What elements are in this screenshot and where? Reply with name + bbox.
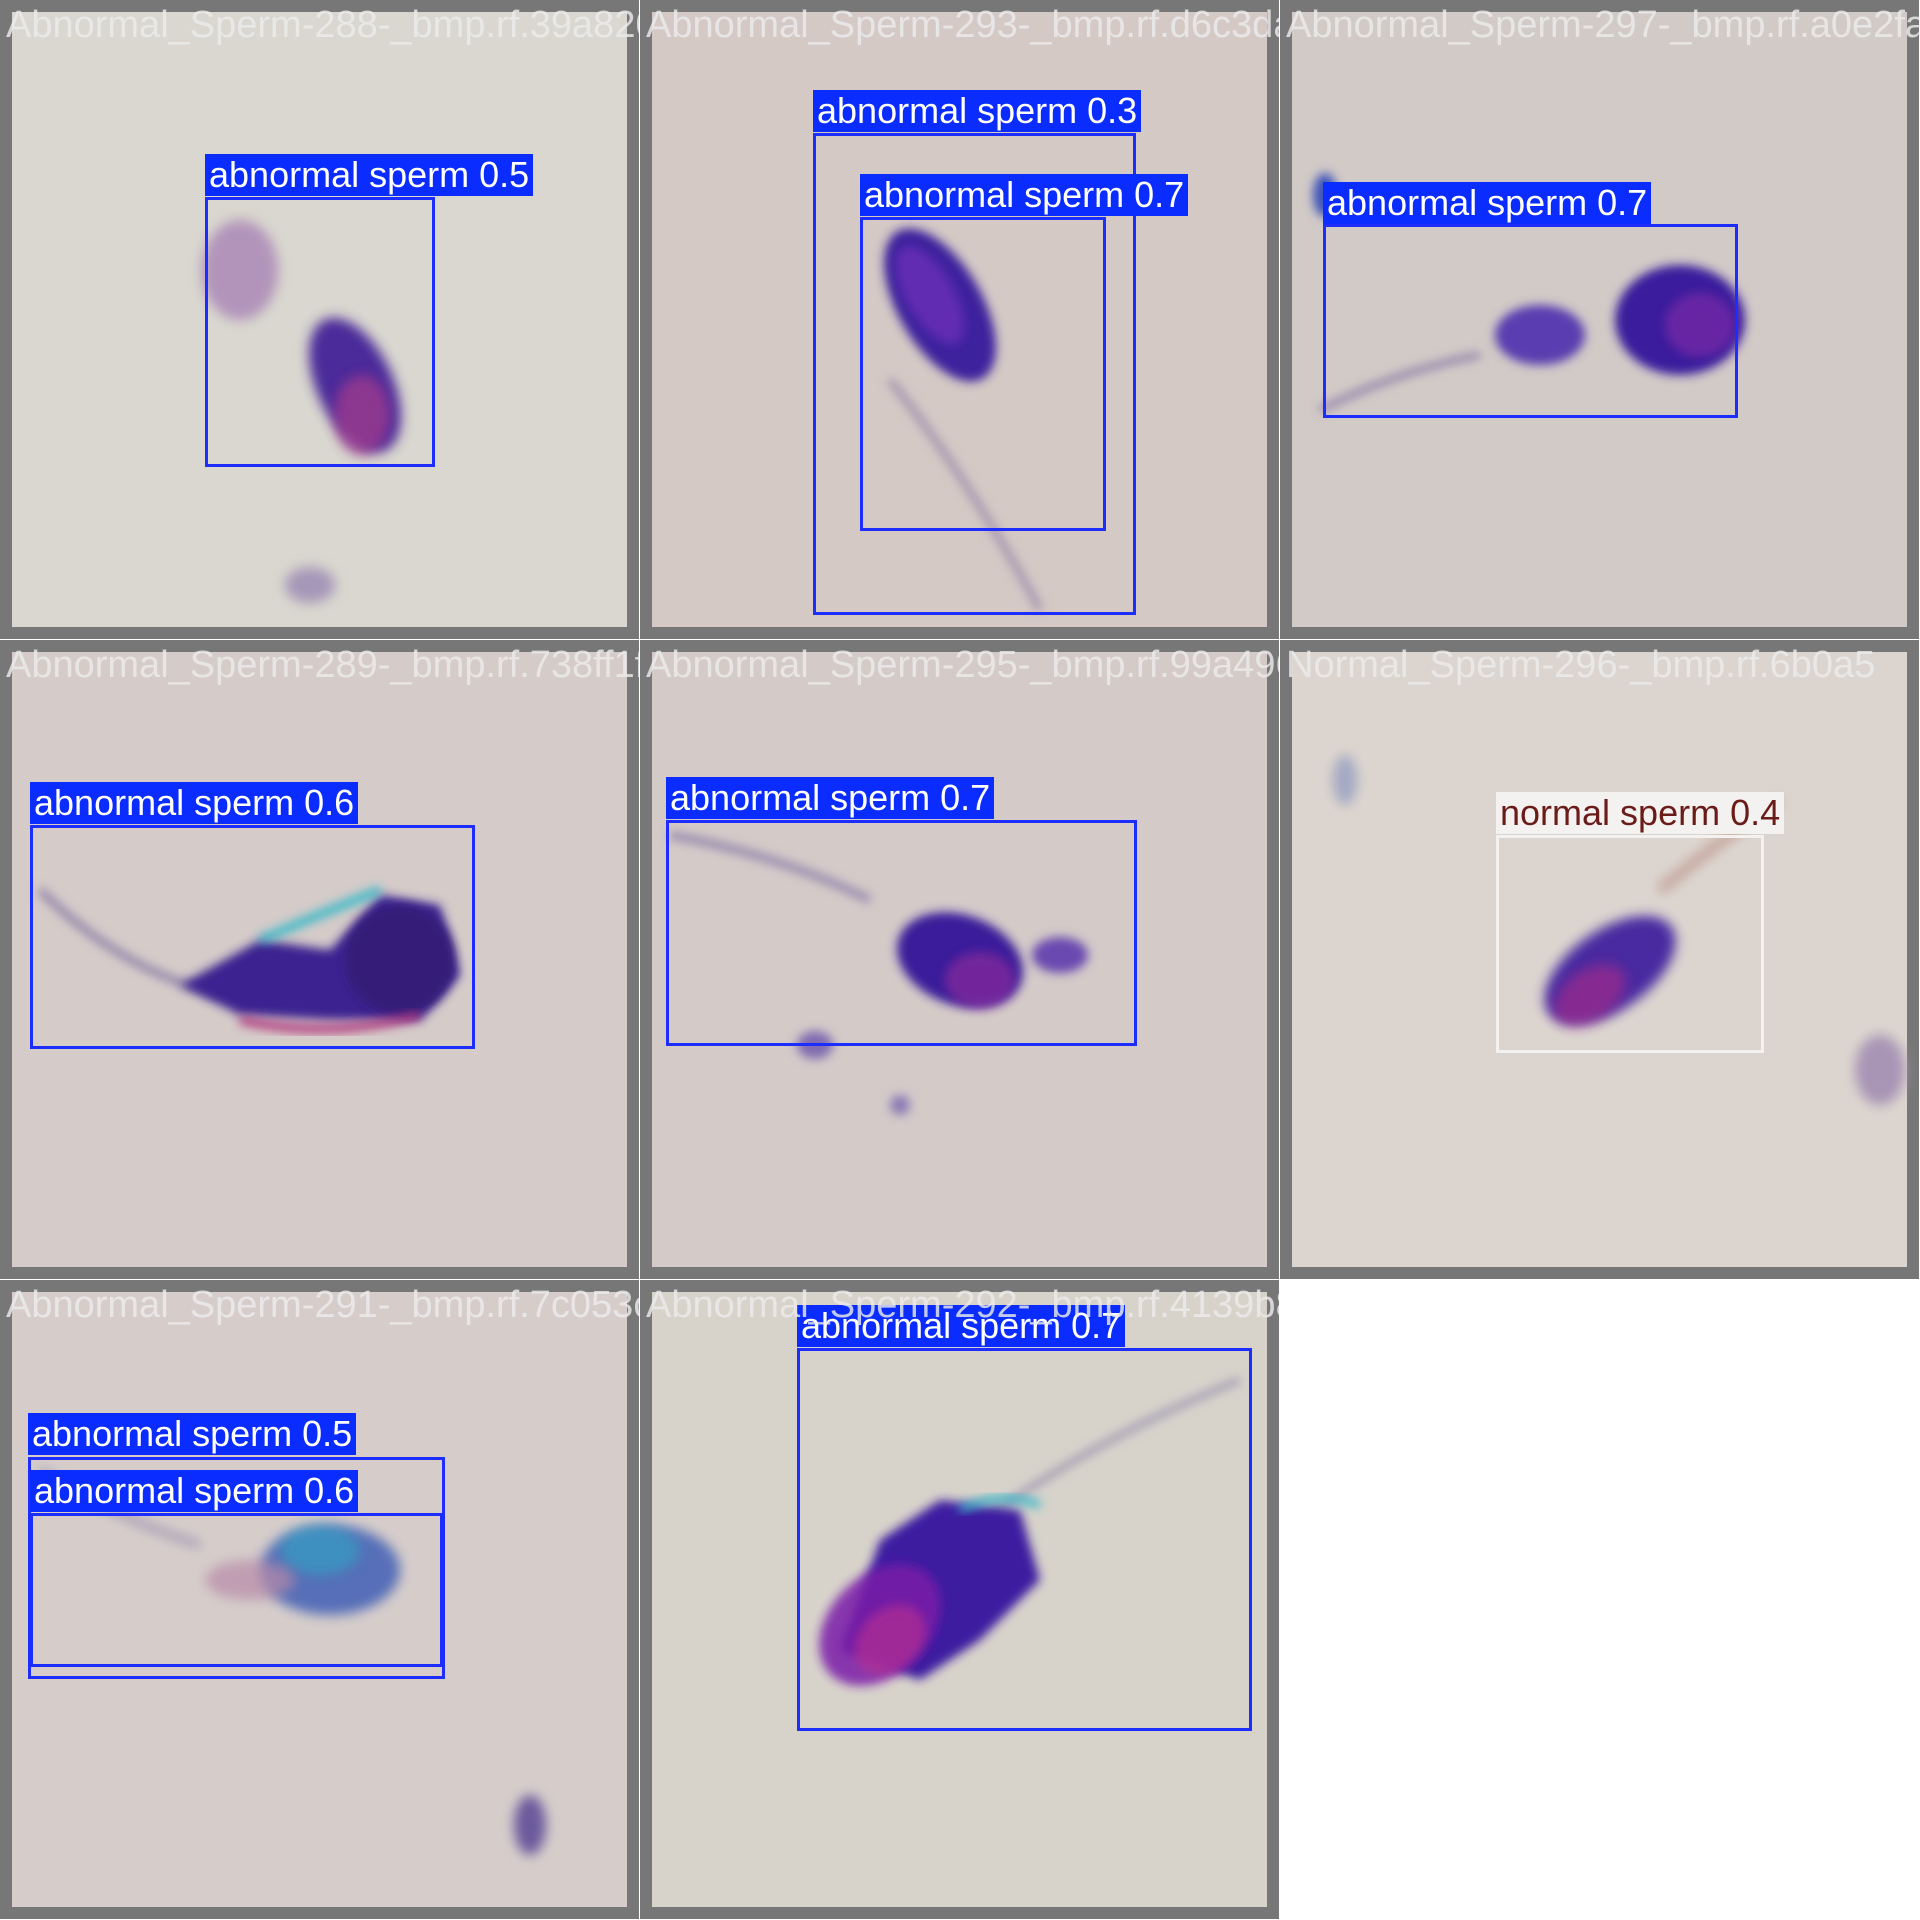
detection-label: abnormal sperm 0.7 bbox=[1323, 182, 1652, 224]
image-caption: Abnormal_Sperm-293-_bmp.rf.d6c3da33c8c1 bbox=[646, 4, 1279, 46]
image-caption: Abnormal_Sperm-289-_bmp.rf.738ff1fab9a16 bbox=[6, 644, 639, 686]
image-caption: Abnormal_Sperm-292-_bmp.rf.4139b855e0ab7 bbox=[646, 1284, 1279, 1326]
image-caption: Abnormal_Sperm-288-_bmp.rf.39a820f594cf9 bbox=[6, 4, 639, 46]
detection-box bbox=[28, 1457, 445, 1679]
detection-label: abnormal sperm 0.5 bbox=[205, 154, 534, 196]
detection-label: abnormal sperm 0.5 bbox=[28, 1413, 357, 1455]
detection-label: abnormal sperm 0.7 bbox=[860, 174, 1189, 216]
detection-box bbox=[797, 1348, 1252, 1731]
image-tile: Abnormal_Sperm-293-_bmp.rf.d6c3da33c8c1 … bbox=[640, 0, 1279, 639]
detection-box bbox=[860, 217, 1106, 531]
detection-box bbox=[30, 825, 475, 1049]
detection-label: abnormal sperm 0.7 bbox=[666, 777, 995, 819]
image-tile: Abnormal_Sperm-291-_bmp.rf.7c053c4567fd … bbox=[0, 1280, 639, 1919]
image-caption: Abnormal_Sperm-291-_bmp.rf.7c053c4567fd bbox=[6, 1284, 639, 1326]
detection-label: abnormal sperm 0.6 bbox=[30, 1470, 359, 1512]
microscope-image bbox=[652, 652, 1267, 1267]
detection-box bbox=[30, 1513, 443, 1667]
image-caption: Abnormal_Sperm-297-_bmp.rf.a0e2fa bbox=[1286, 4, 1919, 46]
detection-box bbox=[666, 820, 1137, 1046]
microscope-image bbox=[12, 652, 627, 1267]
image-caption: Abnormal_Sperm-295-_bmp.rf.99a496d1d4908 bbox=[646, 644, 1279, 686]
image-tile: Abnormal_Sperm-297-_bmp.rf.a0e2fa abnorm… bbox=[1280, 0, 1919, 639]
microscope-image bbox=[1292, 652, 1907, 1267]
detection-label: abnormal sperm 0.3 bbox=[813, 90, 1142, 132]
image-caption: Normal_Sperm-296-_bmp.rf.6b0a5 bbox=[1286, 644, 1876, 686]
image-tile: Abnormal_Sperm-295-_bmp.rf.99a496d1d4908… bbox=[640, 640, 1279, 1279]
detection-box bbox=[1496, 835, 1764, 1053]
detection-box bbox=[205, 197, 435, 467]
image-tile: Normal_Sperm-296-_bmp.rf.6b0a5 normal sp… bbox=[1280, 640, 1919, 1279]
detection-label: normal sperm 0.4 bbox=[1496, 792, 1785, 834]
detection-box bbox=[813, 133, 1136, 615]
microscope-image bbox=[12, 1292, 627, 1907]
microscope-image bbox=[1292, 12, 1907, 627]
image-tile: Abnormal_Sperm-289-_bmp.rf.738ff1fab9a16… bbox=[0, 640, 639, 1279]
microscope-image bbox=[652, 1292, 1267, 1907]
image-tile: Abnormal_Sperm-288-_bmp.rf.39a820f594cf9… bbox=[0, 0, 639, 639]
detection-label: abnormal sperm 0.7 bbox=[797, 1305, 1126, 1347]
detection-label: abnormal sperm 0.6 bbox=[30, 782, 359, 824]
microscope-image bbox=[12, 12, 627, 627]
detection-box bbox=[1323, 224, 1738, 418]
image-tile: Abnormal_Sperm-292-_bmp.rf.4139b855e0ab7… bbox=[640, 1280, 1279, 1919]
